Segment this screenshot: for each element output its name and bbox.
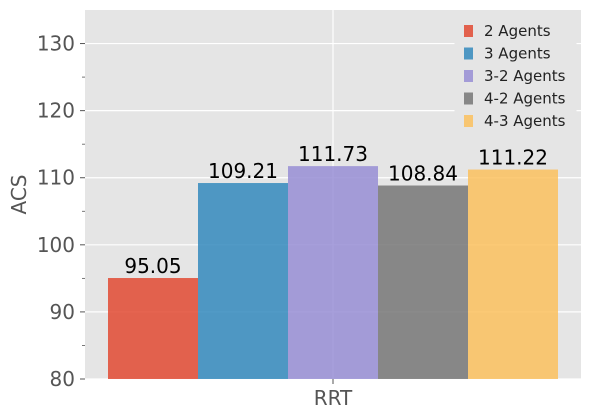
legend-swatch: [464, 70, 473, 82]
legend-swatch: [464, 92, 473, 105]
y-axis: 80 90 100 110 120 130: [37, 32, 85, 391]
legend-swatch: [464, 25, 473, 37]
y-tick-label: 110: [37, 166, 75, 190]
bar-3-2-agents: [288, 166, 378, 379]
bars: [108, 166, 558, 379]
y-tick-label: 90: [50, 300, 75, 324]
data-label: 111.22: [478, 146, 548, 170]
data-label: 111.73: [298, 142, 368, 166]
y-axis-label: ACS: [7, 175, 31, 215]
legend-entry: 3 Agents: [484, 45, 551, 63]
bar-3-agents: [198, 183, 288, 379]
data-label: 108.84: [388, 162, 458, 186]
bar-4-3-agents: [468, 169, 558, 379]
data-label: 95.05: [124, 254, 181, 278]
legend-swatch: [464, 47, 473, 60]
x-tick-label: RRT: [314, 386, 353, 410]
bar-2-agents: [108, 278, 198, 379]
legend-entry: 2 Agents: [484, 22, 551, 40]
legend-entry: 4-2 Agents: [484, 90, 566, 108]
data-labels: 95.05 109.21 111.73 108.84 111.22: [124, 142, 548, 278]
y-tick-label: 130: [37, 32, 75, 56]
legend: 2 Agents 3 Agents 3-2 Agents 4-2 Agents 4-3 …: [454, 14, 577, 136]
legend-entry: 4-3 Agents: [484, 112, 566, 130]
legend-swatch: [464, 115, 473, 127]
legend-entry: 3-2 Agents: [484, 67, 566, 85]
legend-box: [454, 14, 577, 136]
x-axis: RRT: [314, 379, 353, 410]
bar-4-2-agents: [378, 185, 468, 379]
y-tick-label: 100: [37, 233, 75, 257]
y-tick-label: 120: [37, 99, 75, 123]
data-label: 109.21: [208, 159, 278, 183]
y-tick-label: 80: [50, 367, 75, 391]
